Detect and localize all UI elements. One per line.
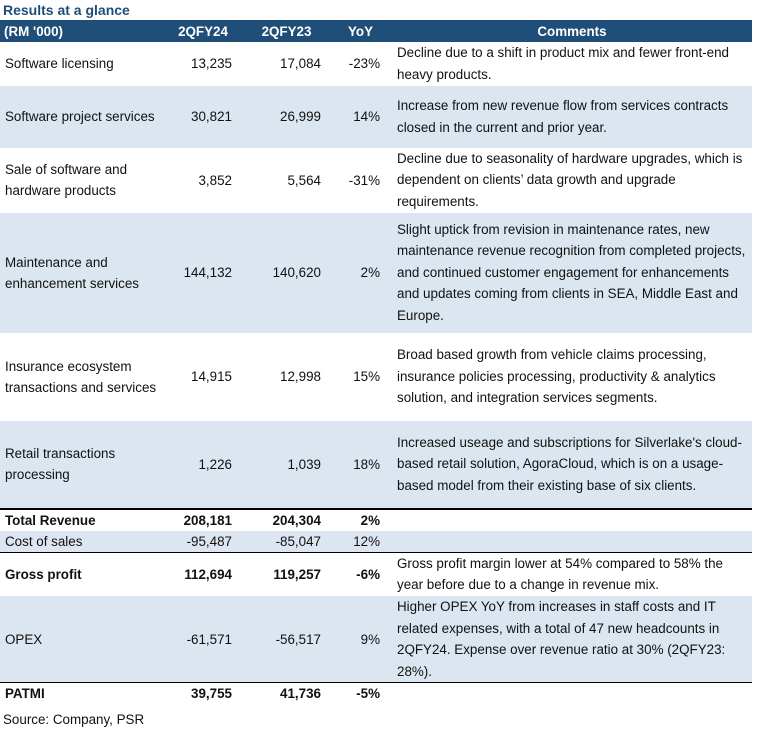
value-yoy: 18% (329, 420, 392, 509)
table-row-patmi: PATMI 39,755 41,736 -5% (0, 682, 752, 705)
row-comment (392, 682, 752, 705)
value-2qfy23: 5,564 (287, 172, 321, 188)
table-row-gross-profit: Gross profit 112,694 119,257 -6% Gross p… (0, 551, 752, 596)
row-label: Software licensing (5, 56, 114, 71)
row-comment: Broad based growth from vehicle claims p… (397, 347, 716, 406)
table-row-sale-of-software-hardware: Sale of software and hardware products 3… (0, 148, 752, 213)
table-row-retail-transactions: Retail transactions processing 1,226 1,0… (0, 420, 752, 509)
header-2qfy24: 2QFY24 (162, 20, 244, 42)
header-comments: Comments (392, 20, 752, 42)
row-label: Retail transactions processing (0, 420, 162, 509)
value-2qfy24: 30,821 (162, 85, 244, 148)
value-yoy: -6% (329, 551, 392, 596)
value-2qfy23: 119,257 (244, 551, 329, 596)
table-row-software-project-services: Software project services 30,821 26,999 … (0, 85, 752, 148)
table-title: Results at a glance (3, 2, 130, 18)
value-2qfy23: -56,517 (244, 596, 329, 683)
row-comment: Decline due to a shift in product mix an… (397, 45, 729, 82)
table-row-total-revenue: Total Revenue 208,181 204,304 2% (0, 507, 752, 531)
value-2qfy24: 3,852 (198, 172, 232, 188)
value-2qfy23: 17,084 (280, 56, 321, 71)
value-yoy: -23% (348, 56, 380, 71)
row-label: Sale of software and hardware products (5, 162, 128, 198)
row-comment: Higher OPEX YoY from increases in staff … (392, 596, 752, 683)
value-yoy: 9% (329, 596, 392, 683)
value-2qfy23: 41,736 (244, 682, 329, 705)
results-table: (RM '000) 2QFY24 2QFY23 YoY Comments Sof… (0, 20, 752, 705)
header-yoy: YoY (329, 20, 392, 42)
value-2qfy24: 144,132 (162, 212, 244, 333)
row-comment: Increase from new revenue flow from serv… (392, 85, 752, 148)
value-2qfy23: 1,039 (244, 420, 329, 509)
row-comment (392, 507, 752, 531)
header-row: (RM '000) 2QFY24 2QFY23 YoY Comments (0, 20, 752, 42)
row-comment: Gross profit margin lower at 54% compare… (392, 551, 752, 596)
value-2qfy24: 39,755 (162, 682, 244, 705)
row-label: Cost of sales (0, 530, 162, 552)
value-yoy: 12% (329, 530, 392, 552)
value-2qfy24: -61,571 (162, 596, 244, 683)
row-label: Insurance ecosystem transactions and ser… (5, 358, 157, 395)
value-yoy: -31% (348, 172, 380, 188)
row-label: OPEX (0, 596, 162, 683)
table-row-maintenance-enhancement: Maintenance and enhancement services 144… (0, 212, 752, 333)
header-unit: (RM '000) (0, 20, 162, 42)
value-2qfy24: 14,915 (191, 369, 232, 384)
value-2qfy24: 13,235 (191, 56, 232, 71)
table-row-software-licensing: Software licensing 13,235 17,084 -23% De… (0, 42, 752, 86)
row-comment: Slight uptick from revision in maintenan… (392, 212, 752, 333)
table-row-opex: OPEX -61,571 -56,517 9% Higher OPEX YoY … (0, 596, 752, 683)
row-label: Total Revenue (0, 507, 162, 531)
row-label: Maintenance and enhancement services (0, 212, 162, 333)
row-comment: Increased useage and subscriptions for S… (392, 420, 752, 509)
row-label: Software project services (0, 85, 162, 148)
source-note: Source: Company, PSR (3, 712, 145, 727)
value-yoy: 2% (329, 507, 392, 531)
value-2qfy24: 208,181 (162, 507, 244, 531)
row-comment (392, 530, 752, 552)
value-yoy: 2% (329, 212, 392, 333)
value-2qfy23: -85,047 (244, 530, 329, 552)
value-2qfy23: 204,304 (244, 507, 329, 531)
value-2qfy23: 26,999 (244, 85, 329, 148)
table-row-cost-of-sales: Cost of sales -95,487 -85,047 12% (0, 530, 752, 552)
row-label: Gross profit (0, 551, 162, 596)
value-2qfy24: -95,487 (162, 530, 244, 552)
header-2qfy23: 2QFY23 (244, 20, 329, 42)
value-2qfy24: 112,694 (162, 551, 244, 596)
value-yoy: 15% (353, 369, 380, 384)
value-2qfy23: 12,998 (280, 369, 321, 384)
value-yoy: -5% (329, 682, 392, 705)
value-2qfy24: 1,226 (162, 420, 244, 509)
value-2qfy23: 140,620 (244, 212, 329, 333)
row-label: PATMI (0, 682, 162, 705)
value-yoy: 14% (329, 85, 392, 148)
row-comment: Decline due to seasonality of hardware u… (397, 150, 743, 209)
table-row-insurance-ecosystem: Insurance ecosystem transactions and ser… (0, 333, 752, 421)
